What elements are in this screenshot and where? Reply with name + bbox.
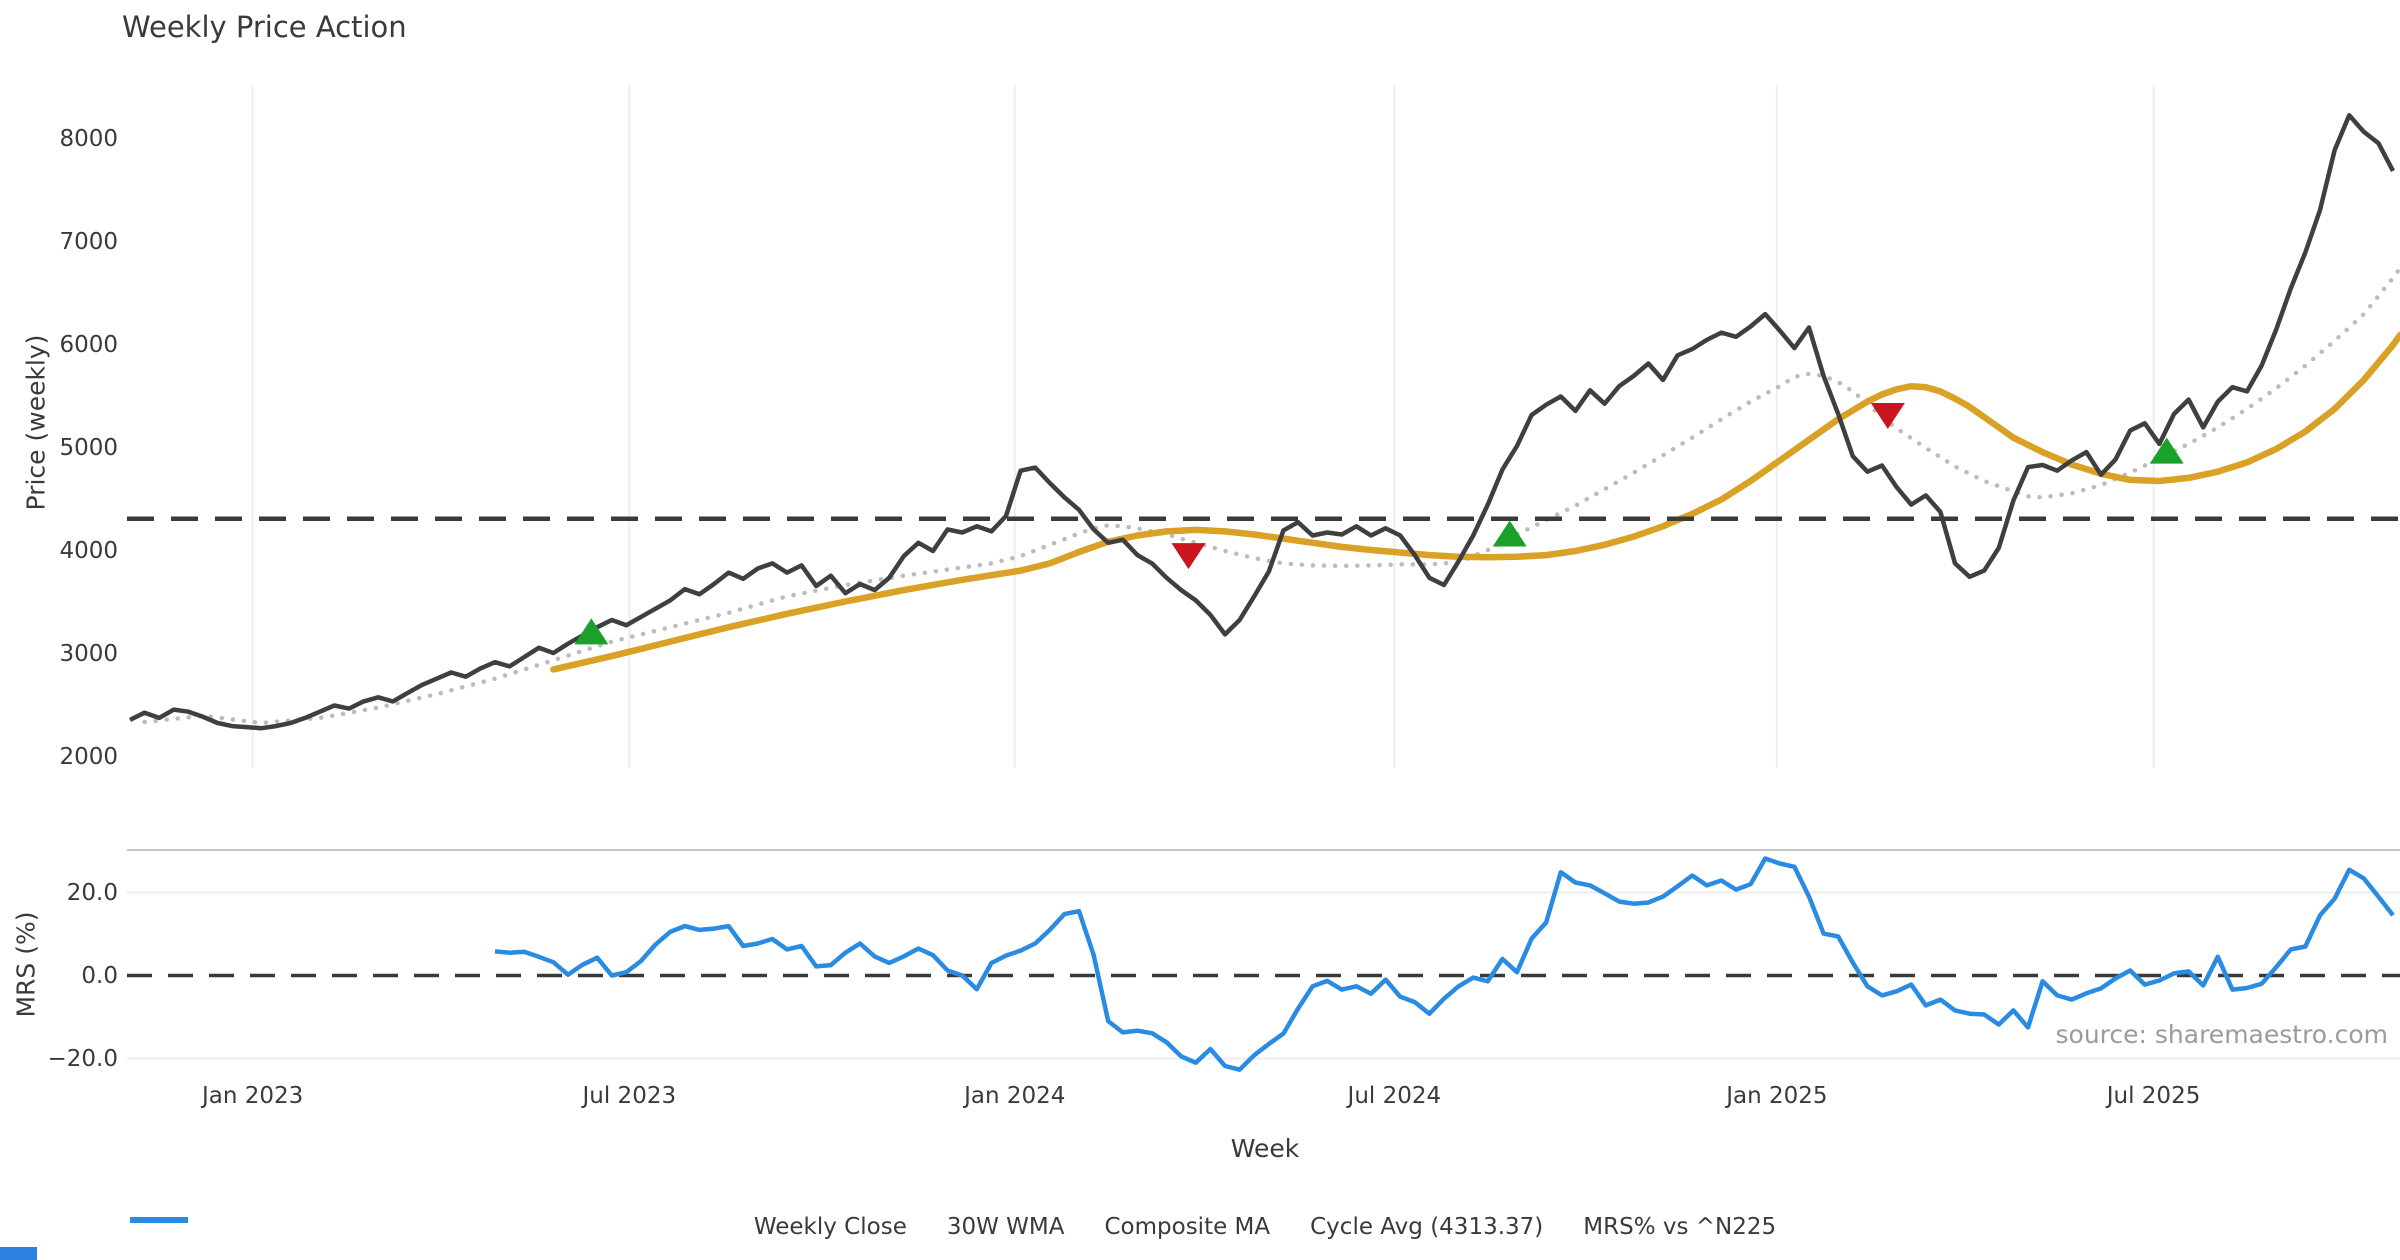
- price-tick-label: 7000: [59, 229, 118, 255]
- legend-item: Composite MA: [130, 1214, 1271, 1240]
- price-tick-label: 8000: [59, 126, 118, 152]
- price-tick-label: 5000: [59, 435, 118, 461]
- legend-item: Weekly Close: [130, 1214, 907, 1240]
- x-tick-label: Jan 2024: [964, 1083, 1066, 1109]
- source-note: source: sharemaestro.com: [2055, 1020, 2389, 1049]
- legend-swatch-solid: [130, 1217, 188, 1223]
- chart-title: Weekly Price Action: [122, 10, 407, 44]
- price-tick-label: 3000: [59, 641, 118, 667]
- signal-markers: [574, 403, 2184, 645]
- corner-artifact: [0, 1247, 37, 1260]
- legend-item: Cycle Avg (4313.37): [130, 1214, 1544, 1240]
- legend-label: Weekly Close: [753, 1214, 907, 1240]
- mrs-tick-label: −20.0: [47, 1045, 118, 1072]
- mrs-line: [494, 856, 2395, 1072]
- x-tick-label: Jul 2023: [582, 1083, 677, 1109]
- mrs-tick-label: 0.0: [81, 962, 118, 989]
- chart-legend: Weekly Close 30W WMA Composite MA Cycle Avg…: [130, 1214, 2400, 1240]
- legend-label: 30W WMA: [946, 1214, 1065, 1240]
- legend-label: Composite MA: [1104, 1214, 1271, 1240]
- price-tick-label: 6000: [59, 332, 118, 358]
- x-axis-title: Week: [1230, 1134, 1300, 1163]
- legend-label: MRS% vs ^N225: [1583, 1214, 1777, 1240]
- price-gridlines: [251, 85, 2155, 768]
- price-axis-title: Price (weekly): [21, 334, 51, 511]
- x-tick-label: Jan 2025: [1726, 1083, 1828, 1109]
- x-tick-label: Jan 2023: [201, 1083, 304, 1109]
- composite-ma-line: [142, 265, 2400, 726]
- x-tick-label: Jul 2025: [2106, 1083, 2201, 1109]
- price-tick-label: 2000: [59, 744, 118, 770]
- x-tick-label: Jul 2024: [1347, 1083, 1442, 1109]
- legend-item: 30W WMA: [130, 1214, 1065, 1240]
- legend-item: MRS% vs ^N225: [130, 1214, 1777, 1240]
- mrs-gridlines: [127, 891, 2400, 1060]
- mrs-tick-label: 20.0: [66, 879, 118, 906]
- legend-label: Cycle Avg (4313.37): [1310, 1214, 1544, 1240]
- price-tick-label: 4000: [59, 538, 118, 564]
- wma-line: [550, 331, 2400, 673]
- weekly-close-line: [129, 113, 2395, 731]
